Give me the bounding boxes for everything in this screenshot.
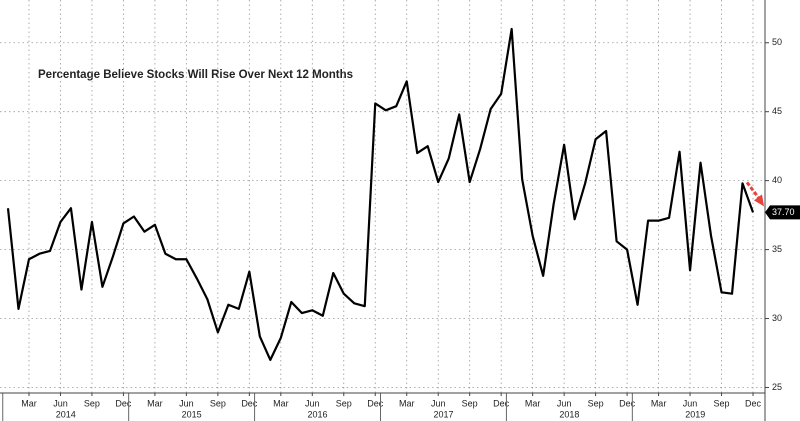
x-tick-label: Jun xyxy=(431,398,446,408)
x-tick-label: Sep xyxy=(84,398,100,408)
x-tick-label: Mar xyxy=(21,398,37,408)
x-tick-label: Sep xyxy=(462,398,478,408)
x-tick-label: Jun xyxy=(53,398,68,408)
x-tick-label: Mar xyxy=(525,398,541,408)
year-label: 2017 xyxy=(433,409,453,419)
series-line xyxy=(6,27,755,362)
year-label: 2015 xyxy=(182,409,202,419)
year-label: 2016 xyxy=(308,409,328,419)
x-tick-label: Jun xyxy=(305,398,320,408)
arrow-shaft xyxy=(745,181,761,200)
x-tick-label: Mar xyxy=(399,398,415,408)
y-tick-label: 50 xyxy=(772,37,782,47)
year-label: 2014 xyxy=(56,409,76,419)
x-tick-label: Dec xyxy=(493,398,510,408)
y-tick-label: 30 xyxy=(772,313,782,323)
x-tick-label: Sep xyxy=(714,398,730,408)
x-tick-label: Jun xyxy=(557,398,572,408)
x-tick-label: Sep xyxy=(336,398,352,408)
y-tick-label: 40 xyxy=(772,175,782,185)
x-tick-label: Sep xyxy=(588,398,604,408)
y-tick-label: 25 xyxy=(772,382,782,392)
x-tick-label: Jun xyxy=(179,398,194,408)
arrow-head xyxy=(754,194,765,207)
last-value-label: 37.70 xyxy=(772,207,795,217)
x-tick-label: Mar xyxy=(651,398,667,408)
annotation: Percentage Believe Stocks Will Rise Over… xyxy=(38,69,353,81)
y-tick-label: 45 xyxy=(772,106,782,116)
year-label: 2019 xyxy=(685,409,705,419)
x-tick-label: Jun xyxy=(683,398,698,408)
x-tick-label: Mar xyxy=(147,398,163,408)
x-tick-label: Mar xyxy=(273,398,289,408)
year-label: 2018 xyxy=(559,409,579,419)
x-tick-label: Dec xyxy=(619,398,636,408)
x-tick-label: Sep xyxy=(210,398,226,408)
x-tick-label: Dec xyxy=(745,398,762,408)
y-tick-label: 35 xyxy=(772,244,782,254)
x-tick-label: Dec xyxy=(367,398,384,408)
x-tick-label: Dec xyxy=(241,398,258,408)
x-tick-label: Dec xyxy=(115,398,132,408)
value-box xyxy=(765,205,800,220)
